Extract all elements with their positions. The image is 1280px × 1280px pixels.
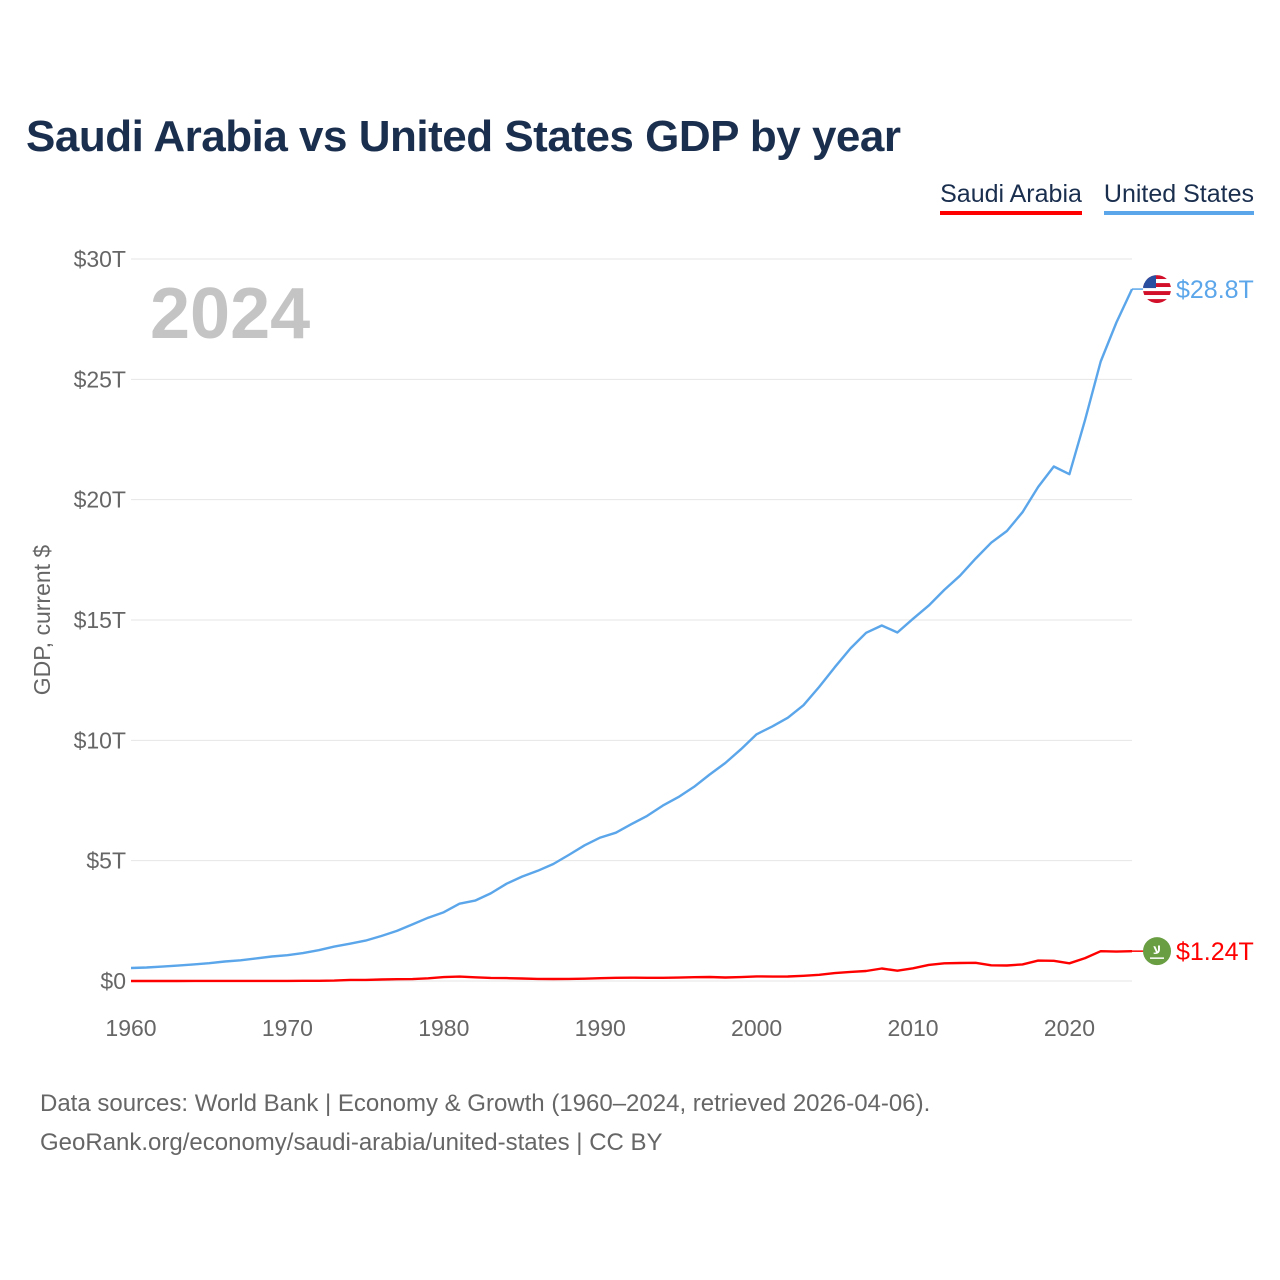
flag-stripe: [1143, 279, 1171, 284]
end-value-label: $28.8T: [1176, 276, 1254, 304]
x-tick-label: 1970: [262, 1015, 313, 1041]
x-tick-label: 2020: [1044, 1015, 1095, 1041]
series-line-saudi-arabia: [131, 950, 1133, 983]
flag-stripe: [1143, 287, 1171, 292]
legend-united-states[interactable]: United States: [1103, 180, 1254, 215]
saudi-flag-icon: ﻻ: [1143, 937, 1171, 966]
x-tick-label: 1980: [418, 1015, 469, 1041]
y-tick-label: $30T: [74, 246, 126, 272]
x-tick-label: 2010: [887, 1015, 938, 1041]
flag-stripe: [1143, 299, 1171, 304]
flag-stripe: [1143, 295, 1171, 300]
legend-saudi-arabia[interactable]: Saudi Arabia: [940, 180, 1082, 215]
legend: Saudi Arabia United States: [940, 180, 1254, 215]
series-line-united-states: [130, 288, 1134, 970]
flag-stripe: [1143, 283, 1171, 288]
end-value-label: $1.24T: [1176, 938, 1254, 966]
flag-stripe: [1143, 275, 1171, 280]
year-watermark: 2024: [150, 274, 310, 354]
chart-title: Saudi Arabia vs United States GDP by yea…: [26, 112, 901, 161]
y-tick-label: $10T: [74, 727, 126, 753]
y-tick-label: $0: [100, 968, 126, 994]
y-axis-label: GDP, current $: [29, 545, 55, 696]
flag-canton: [1143, 275, 1156, 289]
flag-stripe: [1143, 291, 1171, 296]
data-sources: Data sources: World Bank | Economy & Gro…: [40, 1090, 931, 1117]
x-tick-label: 1990: [575, 1015, 626, 1041]
x-tick-label: 2000: [731, 1015, 782, 1041]
us-flag-icon: [1143, 275, 1171, 304]
footer: Data sources: World Bank | Economy & Gro…: [40, 1084, 930, 1162]
x-tick-label: 1960: [105, 1015, 156, 1041]
source-link[interactable]: GeoRank.org/economy/saudi-arabia/united-…: [40, 1129, 663, 1156]
y-tick-label: $15T: [74, 607, 126, 633]
y-tick-label: $25T: [74, 366, 126, 392]
y-tick-label: $20T: [74, 487, 126, 513]
y-tick-label: $5T: [86, 848, 126, 874]
flag-script: ﻻ: [1153, 945, 1161, 957]
